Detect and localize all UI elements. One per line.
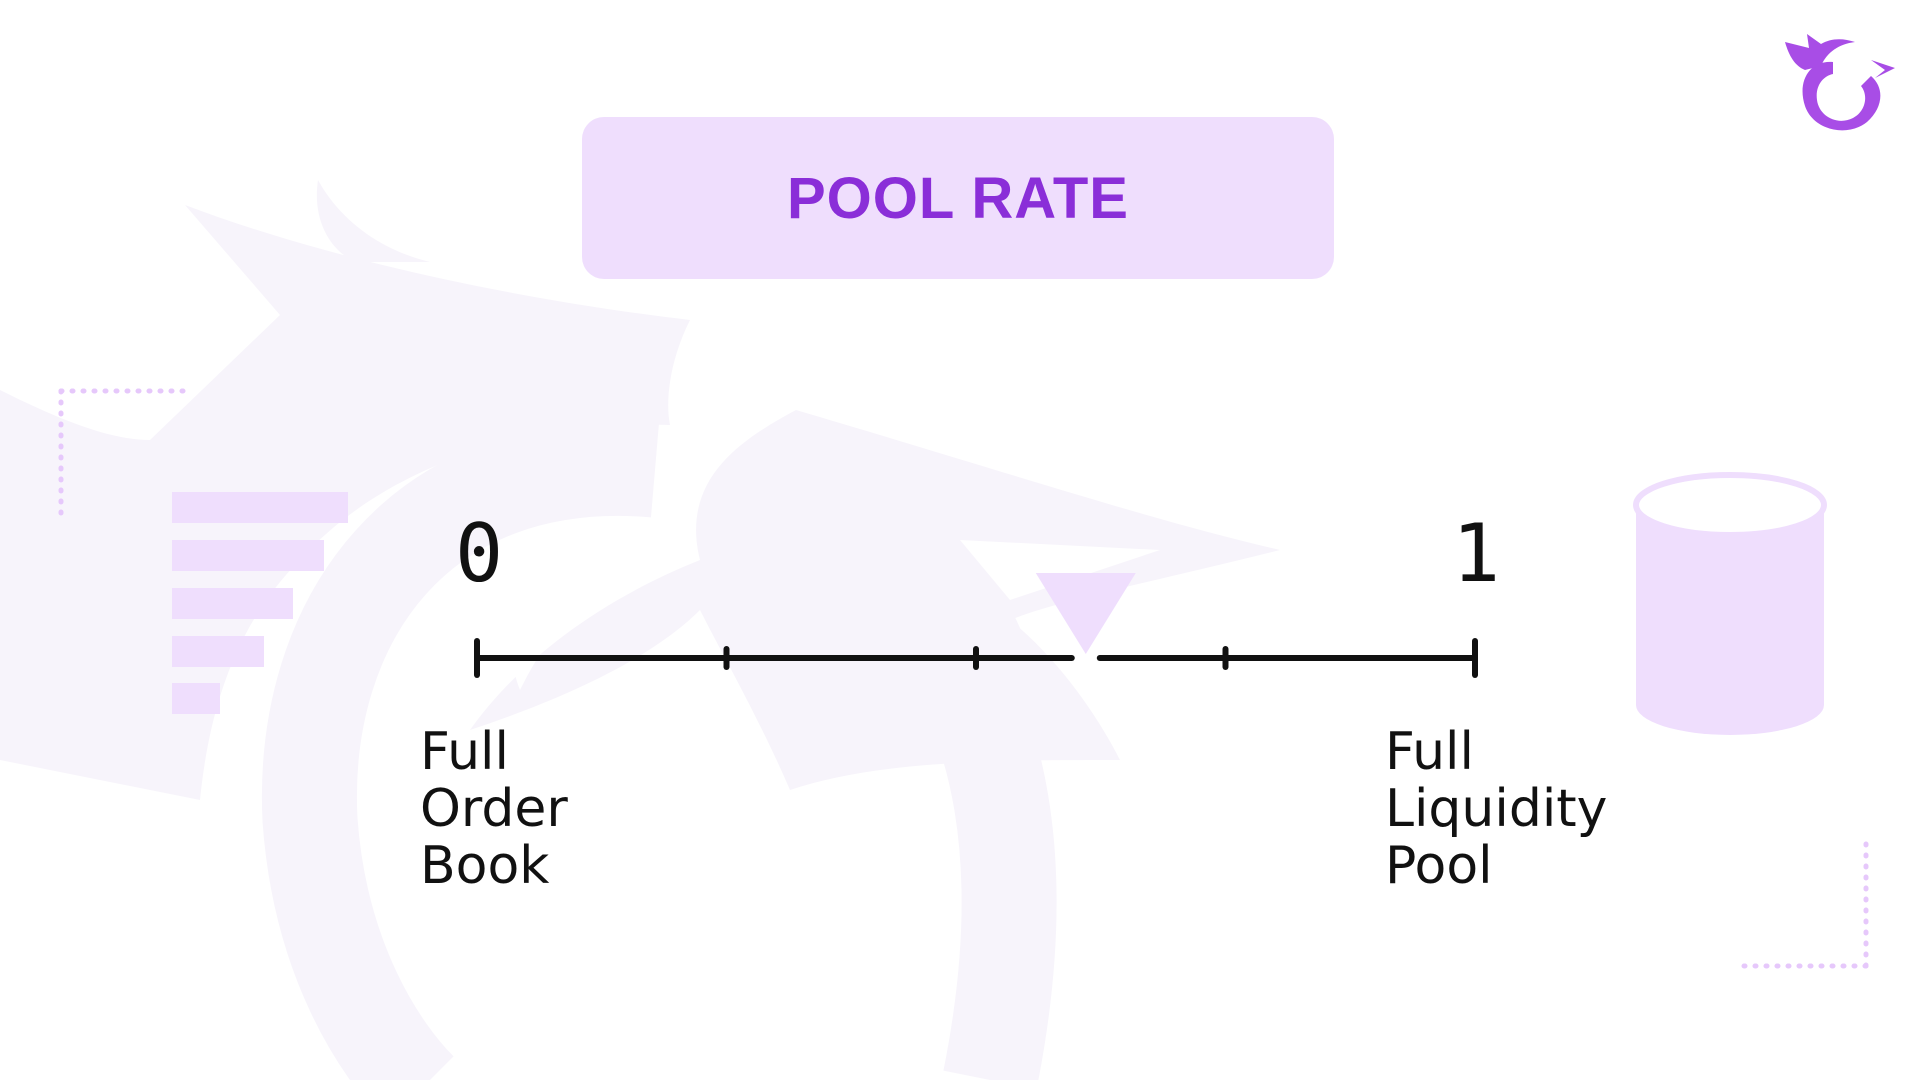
order-book-caption-line-3: Book (420, 836, 550, 896)
scale-min-label: 0 (455, 507, 504, 600)
order-book-caption-line-2: Order (420, 779, 568, 839)
dragon-logo-icon (1785, 34, 1895, 131)
title-banner: POOL RATE (582, 117, 1334, 279)
scale-max-label: 1 (1452, 507, 1501, 600)
liquidity-cylinder-icon (1633, 472, 1827, 735)
triangle-marker-icon (1035, 573, 1136, 654)
liquidity-pool-caption-line-1: Full (1385, 722, 1474, 782)
liquidity-pool-caption-line-3: Pool (1385, 836, 1493, 896)
dotted-corner-bottom-right (1734, 834, 1869, 969)
full-order-book-caption: Full Order Book (420, 724, 660, 895)
full-liquidity-pool-caption: Full Liquidity Pool (1385, 724, 1645, 895)
dotted-corner-top-left (58, 388, 193, 523)
page-title: POOL RATE (787, 165, 1129, 231)
order-book-bars-icon (172, 492, 348, 714)
order-book-caption-line-1: Full (420, 722, 509, 782)
liquidity-pool-caption-line-2: Liquidity (1385, 779, 1608, 839)
